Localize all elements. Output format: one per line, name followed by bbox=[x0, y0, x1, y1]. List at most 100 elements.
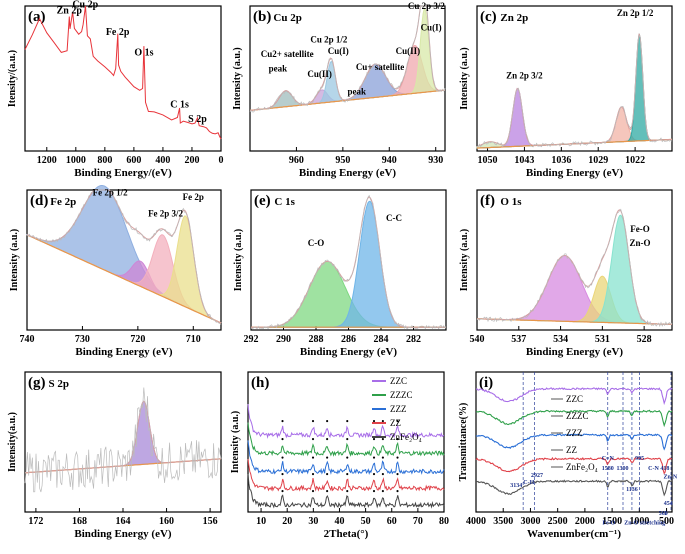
panel-label: (d) bbox=[30, 193, 48, 209]
x-tick-label: 1000 bbox=[66, 155, 86, 166]
legend-label: ZnFe₂O₄ bbox=[390, 432, 422, 442]
reflection-marker: ● bbox=[312, 456, 315, 461]
x-tick-label: 282 bbox=[406, 334, 421, 345]
panel-a: 1200 1000 800 600 400 200 0 Binding Energy/(eV)… bbox=[7, 0, 224, 179]
fit-envelope bbox=[24, 400, 222, 474]
band-annotation: Fe-O bbox=[602, 521, 615, 527]
panel-e: 292 290 288 286 284 282 Binding Energy (eV) Int… bbox=[233, 189, 447, 358]
x-tick-label: 3000 bbox=[520, 516, 540, 527]
reflection-marker: ● bbox=[372, 489, 375, 494]
survey-annotation: Cu 2p bbox=[72, 0, 98, 10]
x-tick-label: 4000 bbox=[466, 516, 486, 527]
panel-title: O 1s bbox=[500, 196, 522, 208]
y-axis-label: Intensity (a.u.) bbox=[233, 229, 244, 292]
reflection-marker: ● bbox=[396, 419, 399, 424]
survey-line bbox=[24, 5, 222, 140]
reflection-marker: ● bbox=[281, 473, 284, 478]
band-annotation: 995 bbox=[635, 456, 644, 462]
x-tick-label: 1029 bbox=[588, 155, 608, 166]
x-tick-label: 290 bbox=[276, 334, 291, 345]
x-tick-label: 284 bbox=[374, 334, 389, 345]
reflection-marker: ● bbox=[312, 489, 315, 494]
raw-spectrum bbox=[24, 387, 222, 493]
panel-label: (i) bbox=[479, 375, 493, 391]
raw-spectrum bbox=[476, 208, 673, 328]
peak-annotation: Cu2+ satellite bbox=[261, 49, 314, 59]
reflection-marker: ● bbox=[381, 438, 384, 443]
reflection-marker: ● bbox=[326, 419, 329, 424]
legend-label: ZZ bbox=[566, 445, 577, 455]
x-tick-label: 2500 bbox=[548, 516, 568, 527]
peak-annotation: Fe 2p bbox=[183, 192, 204, 202]
panel-f: 540 537 534 531 528 Binding Energy (eV) Intens… bbox=[459, 189, 673, 358]
x-tick-label: 286 bbox=[341, 334, 356, 345]
legend-label: ZZZ bbox=[566, 428, 583, 438]
survey-annotation: Zn 2p bbox=[57, 5, 83, 16]
y-axis-label: Intensity (a.u.) bbox=[230, 411, 241, 474]
x-tick-label: 200 bbox=[184, 155, 199, 166]
panel-b: 960 950 940 930 Binding Energy (eV) Intensity… bbox=[232, 1, 446, 179]
x-tick-label: 0 bbox=[219, 155, 224, 166]
reflection-marker: ● bbox=[312, 419, 315, 424]
survey-annotation: Fe 2p bbox=[106, 27, 130, 38]
xrd-line bbox=[247, 404, 445, 439]
reflection-marker: ● bbox=[346, 473, 349, 478]
band-annotation: C-N bbox=[648, 466, 659, 472]
panel-d: 740 730 720 710 Binding Energy (eV) Intensity… bbox=[9, 185, 222, 358]
reflection-marker: ● bbox=[326, 489, 329, 494]
panel-title: Zn 2p bbox=[500, 12, 528, 24]
x-tick-label: 20 bbox=[282, 516, 292, 527]
x-tick-label: 710 bbox=[186, 334, 201, 345]
band-annotation: 1 bbox=[664, 511, 667, 517]
peak-annotation: Fe-O bbox=[630, 224, 650, 234]
fit-component bbox=[476, 33, 673, 149]
peak-annotation: C-O bbox=[308, 238, 325, 248]
xrd-line bbox=[247, 422, 445, 457]
reflection-marker: ● bbox=[381, 473, 384, 478]
reflection-marker: ● bbox=[346, 438, 349, 443]
legend-label: ZnFe₂O₄ bbox=[566, 462, 598, 472]
reflection-marker: ● bbox=[346, 419, 349, 424]
panel-label: (c) bbox=[480, 9, 497, 25]
panel-g: 172 168 164 160 156 Binding Energy (eV) Intens… bbox=[7, 371, 222, 540]
band-annotation: 569 bbox=[659, 511, 668, 517]
peak-annotation: Cu 2p 1/2 bbox=[310, 34, 348, 44]
reflection-marker: ● bbox=[346, 456, 349, 461]
plot-frame bbox=[26, 189, 222, 331]
peak-annotation: Zn 2p 1/2 bbox=[617, 8, 654, 18]
x-axis-label: Binding Energy (eV) bbox=[526, 167, 624, 179]
panel-title: C 1s bbox=[274, 196, 295, 208]
x-tick-label: 1500 bbox=[602, 516, 622, 527]
peak-annotation: Cu(I) bbox=[421, 23, 442, 33]
x-tick-label: 740 bbox=[20, 334, 35, 345]
x-tick-label: 70 bbox=[413, 516, 423, 527]
plot-frame bbox=[24, 5, 222, 152]
reflection-marker: ● bbox=[281, 456, 284, 461]
peak-annotation: Cu+ satellite bbox=[356, 62, 404, 72]
plot-frame bbox=[476, 5, 673, 152]
peak-annotation: Cu(II) bbox=[307, 69, 332, 79]
peak-annotation: peak bbox=[348, 86, 367, 96]
x-tick-label: 537 bbox=[511, 334, 526, 345]
plot-frame bbox=[249, 5, 446, 152]
plot-frame bbox=[476, 189, 673, 331]
survey-annotation: S 2p bbox=[188, 114, 207, 125]
x-tick-label: 600 bbox=[126, 155, 141, 166]
band-annotation: 2927 bbox=[531, 473, 543, 479]
panel-label: (e) bbox=[254, 193, 271, 209]
reflection-marker: ● bbox=[312, 438, 315, 443]
x-tick-label: 288 bbox=[309, 334, 324, 345]
panel-label: (b) bbox=[253, 9, 271, 25]
x-tick-label: 400 bbox=[155, 155, 170, 166]
raw-spectrum bbox=[249, 5, 446, 113]
peak-annotation: Cu(II) bbox=[396, 46, 421, 56]
reflection-marker: ● bbox=[396, 438, 399, 443]
reflection-marker: ● bbox=[396, 473, 399, 478]
legend-label: ZZZC bbox=[566, 411, 589, 421]
x-tick-label: 1200 bbox=[37, 155, 57, 166]
peak-annotation: Fe 2p 1/2 bbox=[93, 188, 128, 198]
x-tick-label: 10 bbox=[256, 516, 266, 527]
y-axis-label: Intensity(a.u.) bbox=[7, 412, 18, 472]
ftir-line bbox=[475, 387, 673, 406]
